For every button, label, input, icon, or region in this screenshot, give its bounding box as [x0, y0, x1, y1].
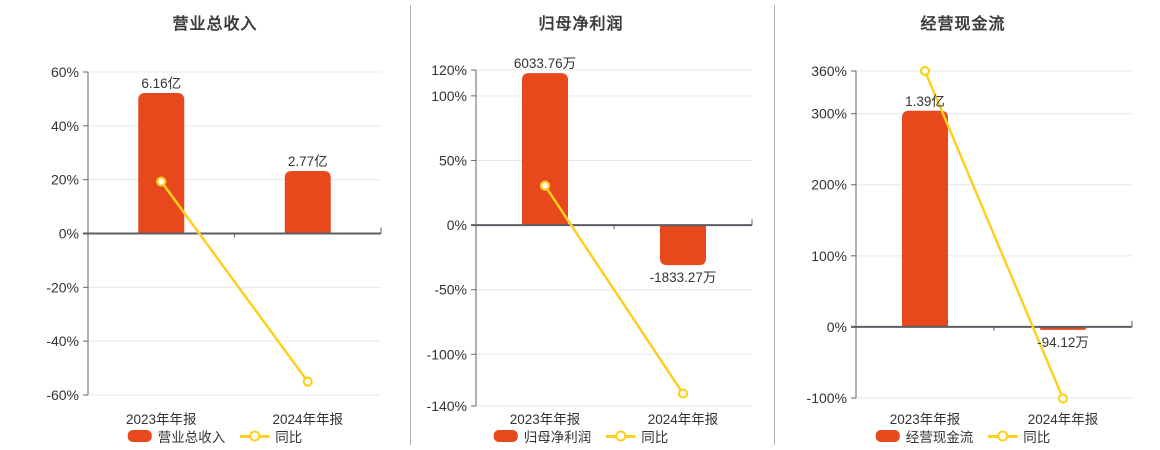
bar-legend-swatch[interactable] — [127, 430, 152, 442]
bar-value-label: 6.16亿 — [141, 75, 182, 91]
yoy-trend-line[interactable] — [543, 184, 685, 395]
y-tick-label: 40% — [51, 118, 79, 134]
legend: 归母净利润 同比 — [493, 426, 669, 446]
chart-title-cash-flow: 经营现金流 — [920, 16, 1006, 33]
chart-panel: 360% 300% 200% 100% 0% -100% — [807, 63, 1133, 406]
bar-legend-swatch[interactable] — [493, 430, 518, 442]
legend: 营业总收入 同比 — [127, 426, 303, 446]
chart-panel: 120% 100% 50% 0% -50% -100% -140% — [427, 62, 753, 414]
legend-line-marker — [248, 430, 260, 442]
y-tick-label: 100% — [431, 88, 467, 104]
y-tick-label: -140% — [427, 398, 467, 414]
bar-2023年年报[interactable] — [138, 92, 185, 234]
x-category-label: 2024年年报 — [272, 412, 344, 427]
bar-legend-label[interactable]: 经营现金流 — [905, 430, 974, 445]
bar-2024年年报[interactable] — [660, 225, 706, 266]
chart-title-net-profit: 归母净利润 — [538, 16, 624, 33]
yoy-trend-point[interactable] — [302, 376, 313, 387]
yoy-trend-point[interactable] — [677, 388, 689, 399]
yoy-trend-point[interactable] — [539, 180, 551, 191]
bar-value-label: 1.39亿 — [905, 93, 945, 109]
y-tick-label: 120% — [431, 62, 467, 78]
y-tick-label: 0% — [447, 217, 467, 233]
legend: 经营现金流 同比 — [875, 426, 1051, 446]
y-tick-label: 20% — [51, 172, 79, 188]
y-tick-label: 200% — [811, 177, 847, 193]
x-category-label: 2024年年报 — [647, 412, 719, 427]
y-tick-label: -40% — [46, 333, 79, 349]
y-tick-label: -100% — [807, 390, 847, 406]
legend-line-marker — [614, 430, 626, 442]
bar-legend-label[interactable]: 营业总收入 — [157, 430, 226, 445]
x-category-label: 2023年年报 — [125, 412, 197, 427]
y-tick-label: -20% — [46, 279, 79, 295]
line-legend-label[interactable]: 同比 — [641, 430, 669, 445]
line-legend-label[interactable]: 同比 — [275, 430, 303, 445]
y-tick-label: -60% — [46, 387, 79, 403]
y-tick-label: 60% — [51, 64, 79, 80]
bar-legend-label[interactable]: 归母净利润 — [523, 430, 592, 445]
bar-2023年年报[interactable] — [902, 110, 948, 327]
legend-line-marker — [996, 430, 1008, 442]
x-category-label: 2023年年报 — [889, 412, 961, 427]
chart-panel: 60% 40% 20% 0% -20% -40% -60% — [46, 64, 382, 403]
yoy-trend-line[interactable] — [160, 180, 309, 383]
yoy-trend-point[interactable] — [1057, 393, 1069, 404]
yoy-trend-line[interactable] — [923, 70, 1065, 399]
y-tick-label: 300% — [811, 106, 847, 122]
bar-value-label: 6033.76万 — [513, 56, 577, 72]
x-category-label: 2023年年报 — [509, 412, 581, 427]
y-tick-label: 0% — [59, 226, 79, 242]
yoy-trend-point[interactable] — [919, 65, 931, 77]
panel-divider — [410, 5, 411, 445]
line-legend-icon[interactable] — [239, 430, 270, 442]
bar-2023年年报[interactable] — [522, 73, 568, 226]
x-category-label: 2024年年报 — [1027, 412, 1099, 427]
y-tick-label: 50% — [439, 152, 467, 168]
panel-divider — [774, 5, 775, 445]
y-tick-label: 0% — [827, 319, 847, 335]
bar-value-label: -94.12万 — [1037, 334, 1089, 350]
y-tick-label: -50% — [434, 282, 467, 298]
bar-2024年年报[interactable] — [284, 171, 331, 234]
line-legend-icon[interactable] — [605, 430, 636, 442]
y-tick-label: 360% — [811, 63, 847, 79]
y-tick-label: -100% — [427, 346, 467, 362]
y-tick-label: 100% — [811, 248, 847, 264]
bar-value-label: -1833.27万 — [649, 270, 717, 286]
bar-value-label: 2.77亿 — [287, 154, 328, 170]
bar-legend-swatch[interactable] — [875, 430, 900, 442]
line-legend-icon[interactable] — [987, 430, 1018, 442]
line-legend-label[interactable]: 同比 — [1023, 430, 1051, 445]
yoy-trend-point[interactable] — [156, 176, 167, 187]
chart-title-revenue: 营业总收入 — [172, 16, 258, 33]
